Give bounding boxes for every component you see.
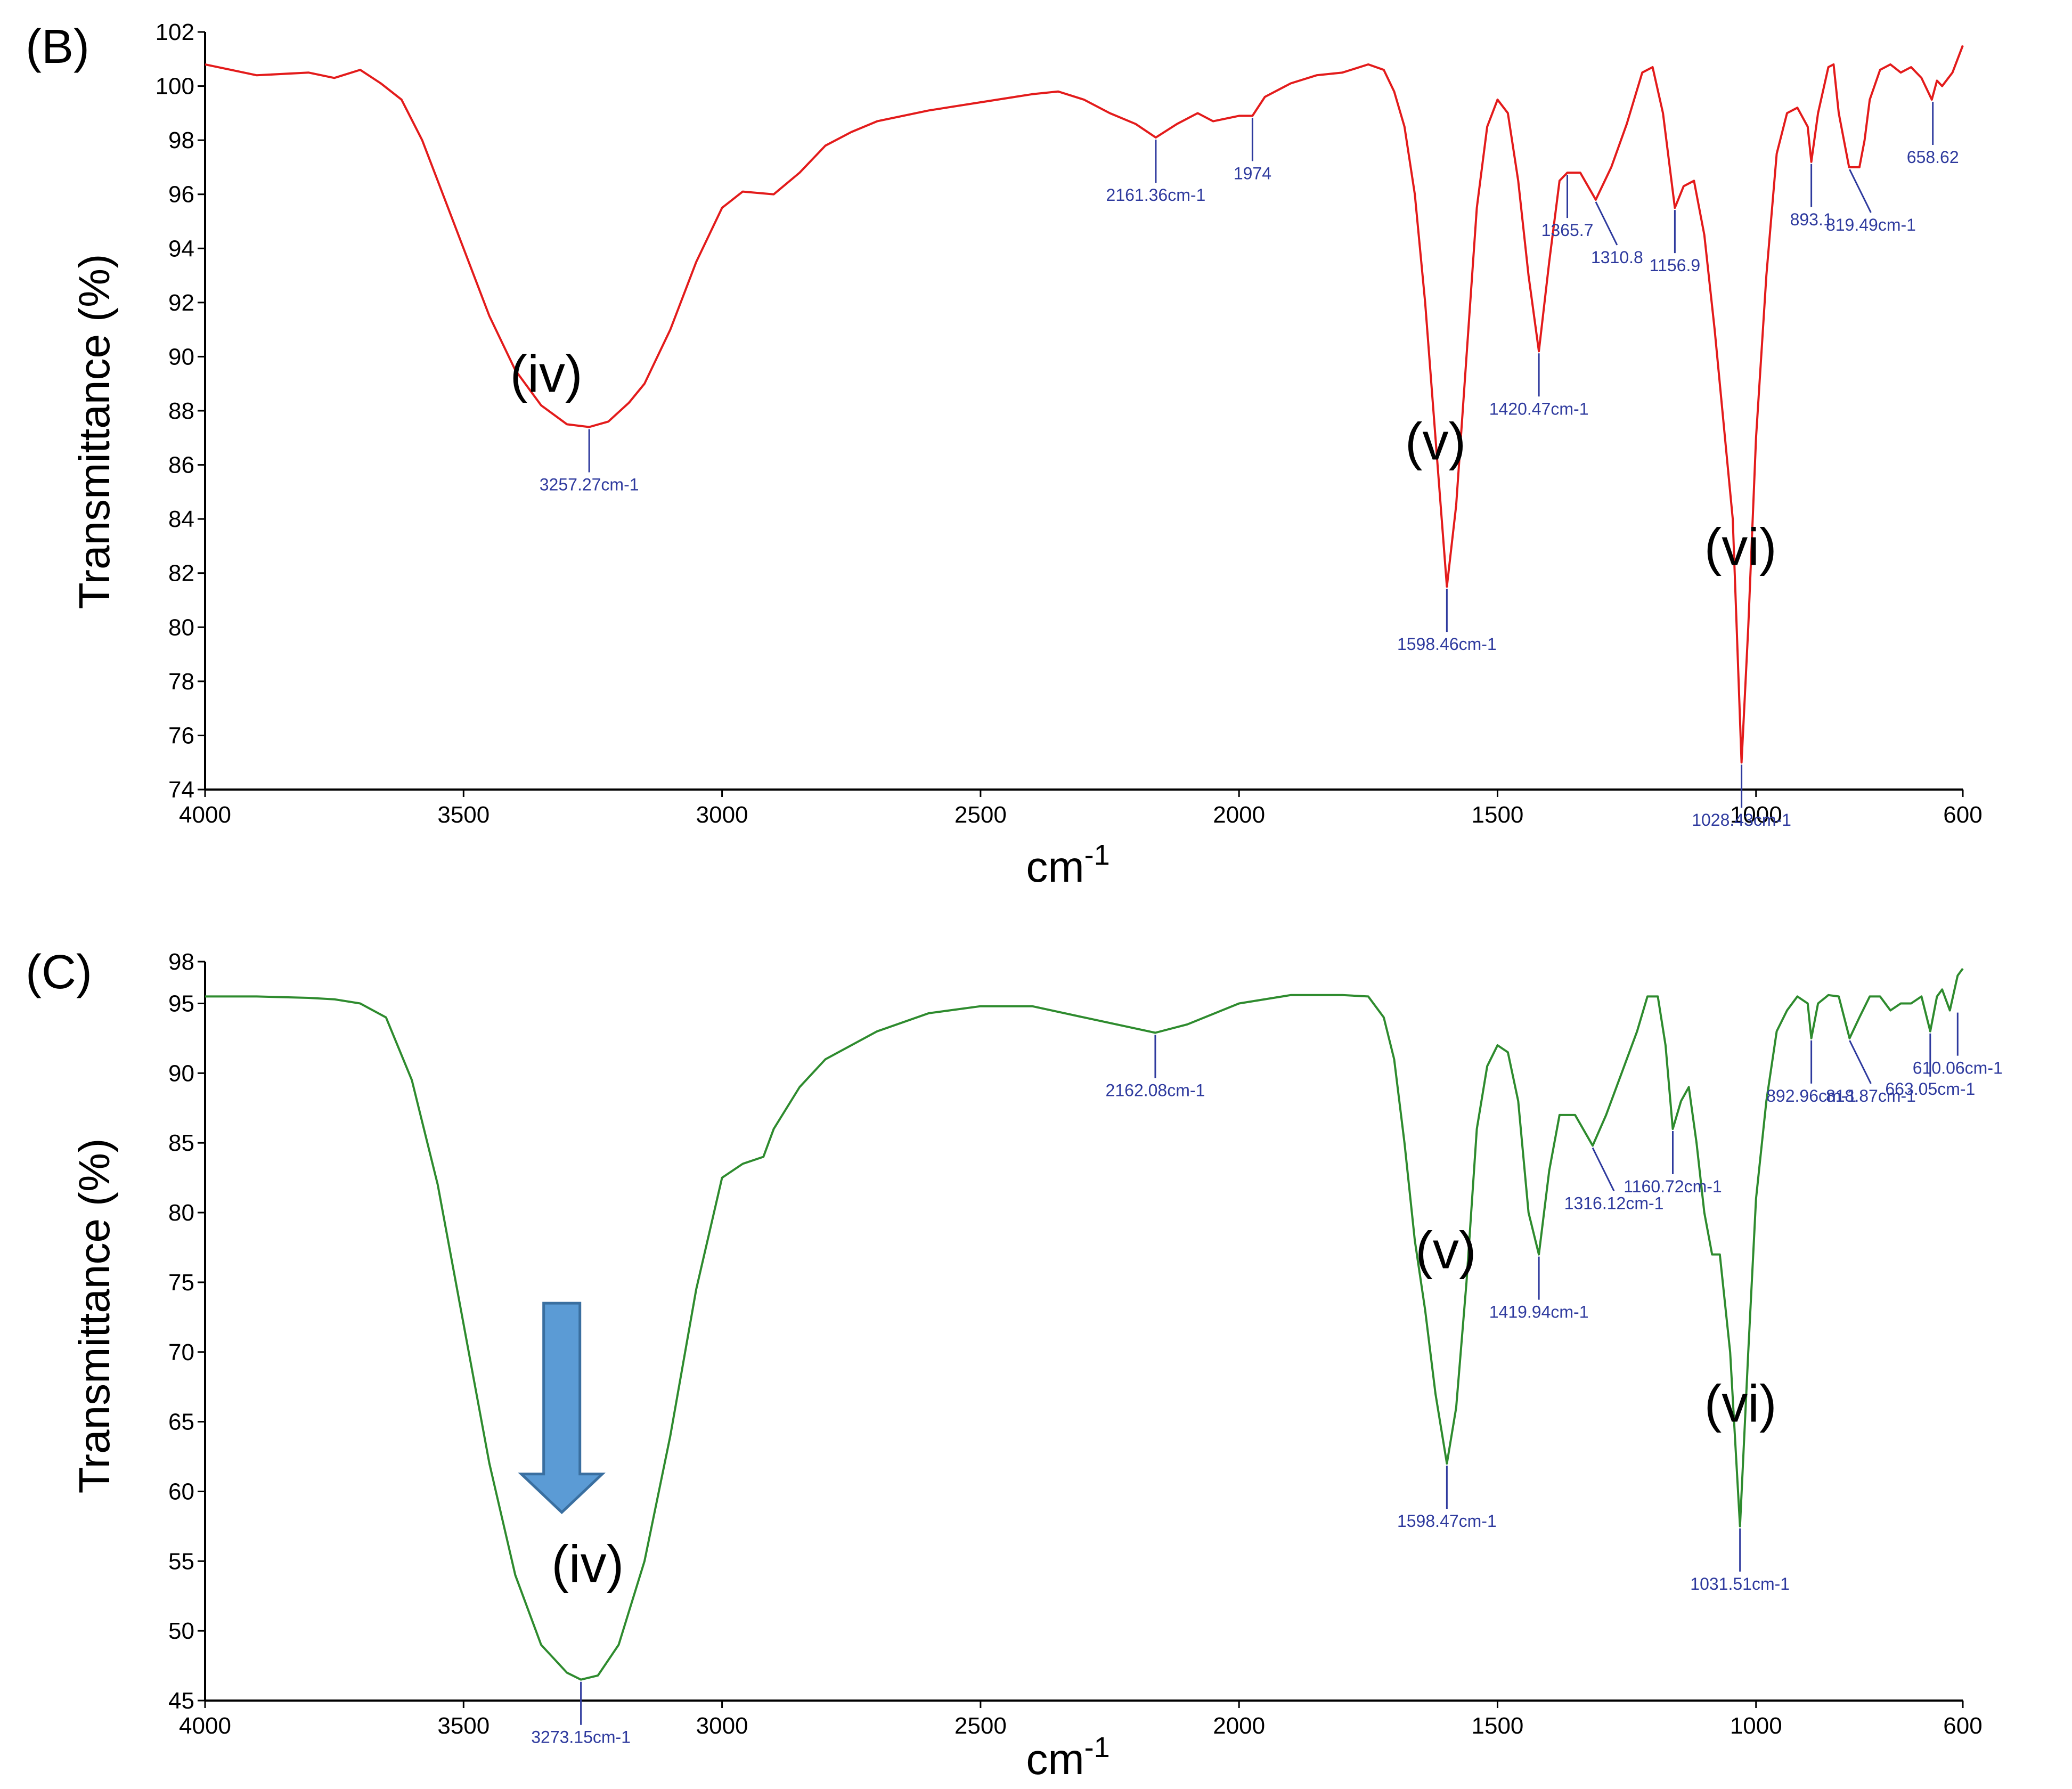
region-label-c: (iv) (551, 1535, 624, 1593)
region-label-c: (v) (1415, 1221, 1476, 1280)
x-tick-label-b: 600 (1943, 802, 1982, 828)
y-tick-label-b: 74 (168, 777, 194, 803)
x-tick-label-c: 3500 (437, 1713, 490, 1739)
x-tick-label-b: 3500 (437, 802, 490, 828)
peak-label-b: 658.62 (1907, 148, 1959, 167)
y-tick-label-c: 60 (168, 1478, 194, 1505)
y-tick-label-b: 88 (168, 398, 194, 424)
peak-label-b: 1365.7 (1541, 221, 1594, 240)
peak-label-b: 2161.36cm-1 (1106, 185, 1206, 205)
peak-label-c: 1316.12cm-1 (1564, 1193, 1664, 1213)
peak-leader-b (1849, 169, 1872, 213)
y-tick-label-b: 78 (168, 669, 194, 695)
peak-label-c: 1419.94cm-1 (1489, 1303, 1589, 1322)
plot-area-b: 74 76 78 80 82 84 86 88 90 92 94 96 98 100 102 4000 3500… (156, 19, 1983, 830)
x-axis-label-sup-c: -1 (1084, 1731, 1110, 1763)
peak-label-c: 2162.08cm-1 (1106, 1080, 1205, 1100)
region-label-b: (iv) (510, 344, 583, 403)
peak-label-c: 1598.47cm-1 (1397, 1511, 1497, 1531)
spectrum-line-b (205, 45, 1964, 764)
peak-label-c: 610.06cm-1 (1913, 1059, 2003, 1078)
x-tick-label-c: 1500 (1472, 1713, 1524, 1739)
x-tick-label-c: 4000 (179, 1713, 231, 1739)
peak-label-c: 892.96cm-1 (1766, 1086, 1856, 1105)
y-tick-label-b: 76 (168, 722, 194, 749)
panel-label-c: (C) (26, 946, 92, 999)
x-tick-label-c: 3000 (696, 1713, 748, 1739)
y-tick-label-b: 102 (156, 19, 194, 45)
x-tick-label-c: 2500 (955, 1713, 1007, 1739)
region-label-b: (vi) (1704, 517, 1777, 576)
y-tick-label-c: 50 (168, 1618, 194, 1644)
peak-label-b: 1310.8 (1591, 248, 1643, 267)
y-tick-label-b: 94 (168, 235, 194, 262)
peak-label-c: 3273.15cm-1 (531, 1728, 631, 1747)
x-tick-label-b: 2500 (955, 802, 1007, 828)
x-axis-label-sup-b: -1 (1084, 839, 1110, 871)
x-tick-label-b: 1500 (1472, 802, 1524, 828)
x-axis-label-unit-c: cm (1026, 1735, 1084, 1784)
region-label-b: (v) (1405, 412, 1466, 470)
peak-label-b: 1028.43cm-1 (1692, 810, 1791, 830)
plot-area-c: 45 50 55 60 65 70 75 80 85 90 95 98 4000 3500 3000 2500… (168, 949, 2003, 1747)
y-tick-label-c: 70 (168, 1339, 194, 1365)
y-tick-label-c: 45 (168, 1688, 194, 1714)
peak-leader-b (1595, 201, 1618, 246)
y-tick-label-b: 82 (168, 560, 194, 587)
y-tick-label-b: 100 (156, 74, 194, 100)
y-tick-label-b: 90 (168, 344, 194, 370)
x-tick-label-b: 3000 (696, 802, 748, 828)
peak-label-c: 818.87cm-1 (1826, 1086, 1916, 1105)
x-axis-label-unit-b: cm (1026, 843, 1084, 891)
y-tick-label-c: 85 (168, 1130, 194, 1156)
y-tick-label-c: 95 (168, 991, 194, 1017)
y-tick-label-b: 96 (168, 182, 194, 208)
peak-label-b: 819.49cm-1 (1826, 215, 1916, 234)
peak-label-b: 1598.46cm-1 (1397, 635, 1497, 654)
y-tick-label-c: 98 (168, 949, 194, 975)
x-axis-label-c: cm-1 (1026, 1731, 1110, 1784)
peak-label-b: 1156.9 (1650, 256, 1701, 275)
y-tick-label-b: 92 (168, 290, 194, 316)
y-tick-label-b: 98 (168, 127, 194, 153)
x-tick-label-c: 2000 (1213, 1713, 1265, 1739)
x-tick-label-b: 1000 (1730, 802, 1782, 828)
panel-label-b: (B) (26, 20, 89, 74)
peak-leader-c (1849, 1040, 1872, 1084)
y-tick-label-b: 86 (168, 452, 194, 478)
chart-panel-c: (C) Transmittance (%) cm-1 45 50 55 60 65 70 7… (26, 946, 2003, 1784)
y-tick-label-c: 65 (168, 1409, 194, 1435)
y-axis-label-b: Transmittance (%) (70, 254, 119, 609)
x-tick-label-c: 600 (1943, 1713, 1982, 1739)
chart-panel-b: (B) Transmittance (%) cm-1 74 76 78 80 82 84 8… (26, 19, 1983, 891)
y-tick-label-c: 90 (168, 1060, 194, 1086)
y-tick-label-b: 84 (168, 506, 194, 532)
spectrum-line-c (205, 967, 1964, 1681)
x-tick-label-c: 1000 (1730, 1713, 1782, 1739)
peak-label-c: 1160.72cm-1 (1624, 1177, 1722, 1196)
down-arrow-icon (518, 1302, 606, 1515)
y-axis-label-c: Transmittance (%) (70, 1139, 119, 1494)
y-tick-label-b: 80 (168, 614, 194, 640)
peak-label-c: 663.05cm-1 (1885, 1079, 1975, 1099)
x-axis-label-b: cm-1 (1026, 839, 1110, 891)
peak-leader-c (1592, 1147, 1615, 1192)
x-tick-label-b: 4000 (179, 802, 231, 828)
y-tick-label-c: 55 (168, 1548, 194, 1574)
x-tick-label-b: 2000 (1213, 802, 1265, 828)
y-tick-label-c: 80 (168, 1200, 194, 1226)
peak-label-b: 893.1 (1790, 210, 1833, 229)
y-tick-label-c: 75 (168, 1270, 194, 1296)
region-label-c: (vi) (1704, 1375, 1777, 1433)
peak-label-b: 1420.47cm-1 (1489, 399, 1589, 418)
peak-label-b: 3257.27cm-1 (540, 475, 639, 494)
peak-label-b: 1974 (1234, 164, 1271, 183)
peak-label-c: 1031.51cm-1 (1690, 1574, 1790, 1593)
